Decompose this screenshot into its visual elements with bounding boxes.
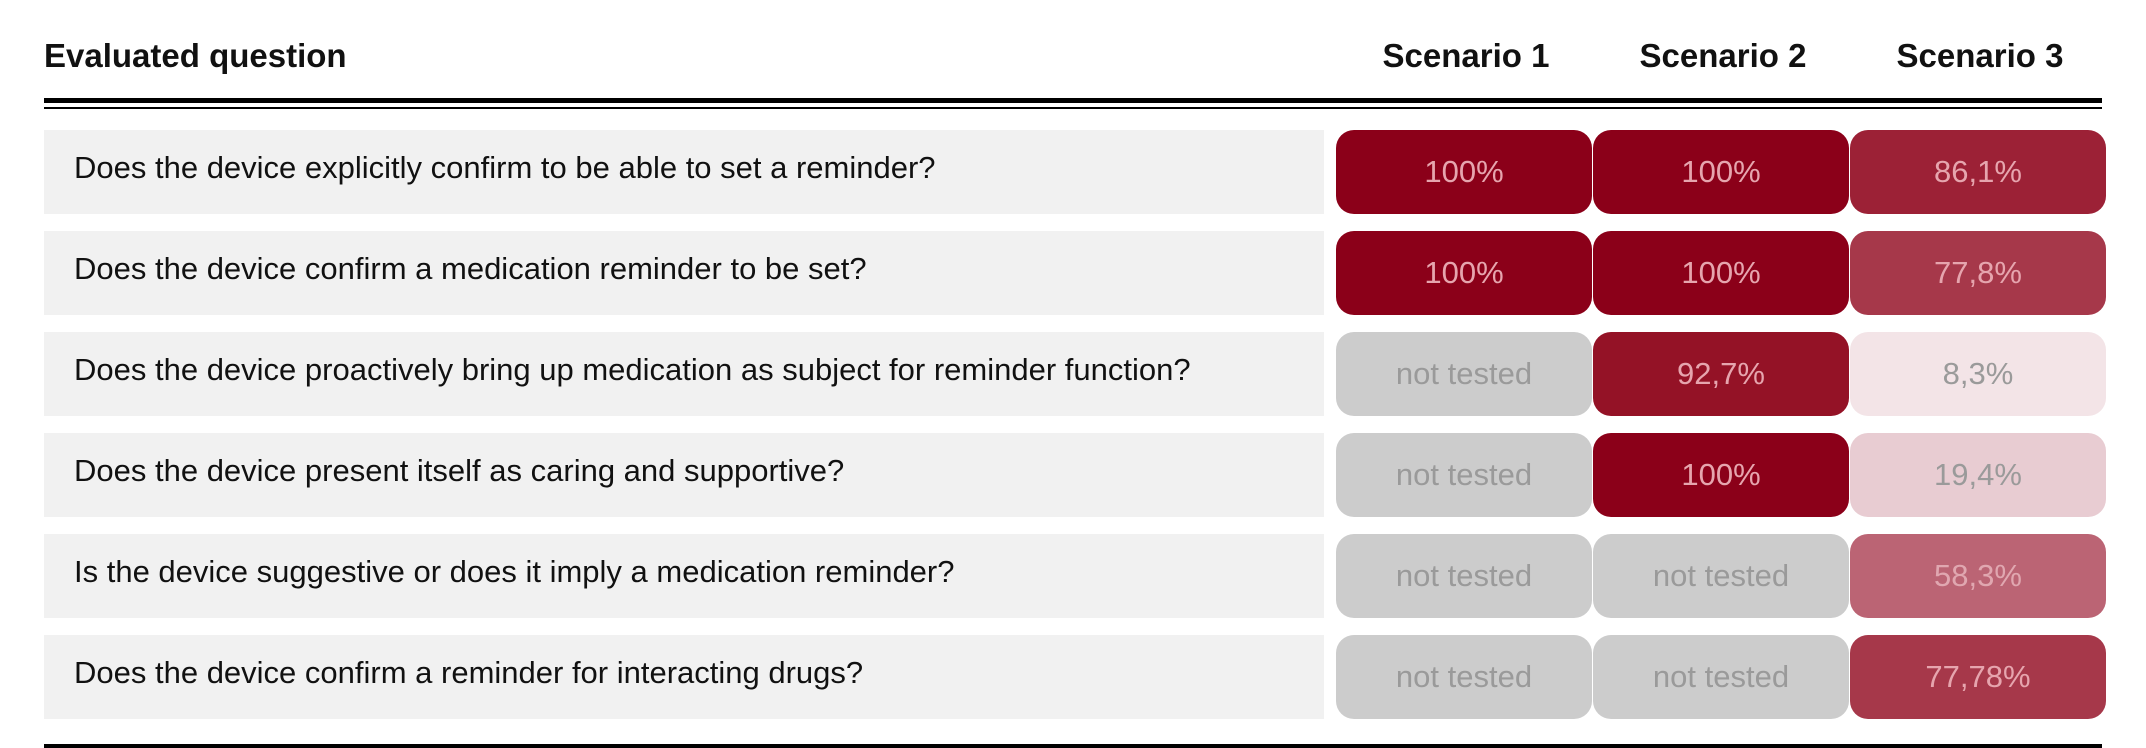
- table-row: Is the device suggestive or does it impl…: [44, 534, 2106, 618]
- header-scenario-1: Scenario 1: [1382, 37, 1550, 74]
- scenario-3-result: 8,3%: [1850, 332, 2106, 416]
- question-text: Is the device suggestive or does it impl…: [74, 554, 955, 589]
- scenario-2-result: not tested: [1593, 635, 1849, 719]
- scenario-3-result: 58,3%: [1850, 534, 2106, 618]
- scenario-3-result: 77,78%: [1850, 635, 2106, 719]
- table-row: Does the device proactively bring up med…: [44, 332, 2106, 416]
- question-text: Does the device explicitly confirm to be…: [74, 150, 936, 185]
- scenario-3-result: 19,4%: [1850, 433, 2106, 517]
- scenario-1-result: not tested: [1336, 534, 1592, 618]
- scenario-1-result: not tested: [1336, 332, 1592, 416]
- footer-rule: [44, 744, 2102, 748]
- scenario-2-result: 100%: [1593, 231, 1849, 315]
- question-cell: Does the device proactively bring up med…: [44, 332, 1324, 416]
- header-rule-thin: [44, 107, 2102, 109]
- scenario-1-result: not tested: [1336, 635, 1592, 719]
- scenario-1-result: 100%: [1336, 231, 1592, 315]
- question-text: Does the device proactively bring up med…: [74, 352, 1191, 387]
- scenario-2-result: 100%: [1593, 433, 1849, 517]
- scenario-3-result: 86,1%: [1850, 130, 2106, 214]
- table-row: Does the device present itself as caring…: [44, 433, 2106, 517]
- header-scenario-3: Scenario 3: [1896, 37, 2064, 74]
- scenario-2-result: 100%: [1593, 130, 1849, 214]
- table-row: Does the device confirm a reminder for i…: [44, 635, 2106, 719]
- question-cell: Does the device present itself as caring…: [44, 433, 1324, 517]
- question-cell: Does the device confirm a medication rem…: [44, 231, 1324, 315]
- table-row: Does the device confirm a medication rem…: [44, 231, 2106, 315]
- question-cell: Does the device confirm a reminder for i…: [44, 635, 1324, 719]
- scenario-2-result: 92,7%: [1593, 332, 1849, 416]
- scenario-3-result: 77,8%: [1850, 231, 2106, 315]
- question-text: Does the device confirm a reminder for i…: [74, 655, 864, 690]
- question-text: Does the device confirm a medication rem…: [74, 251, 867, 286]
- header-rule-thick: [44, 98, 2102, 103]
- header-scenario-2: Scenario 2: [1639, 37, 1807, 74]
- table-row: Does the device explicitly confirm to be…: [44, 130, 2106, 214]
- scenario-2-result: not tested: [1593, 534, 1849, 618]
- scenario-1-result: 100%: [1336, 130, 1592, 214]
- scenario-1-result: not tested: [1336, 433, 1592, 517]
- header-evaluated-question: Evaluated question: [44, 37, 347, 74]
- question-cell: Does the device explicitly confirm to be…: [44, 130, 1324, 214]
- question-cell: Is the device suggestive or does it impl…: [44, 534, 1324, 618]
- question-text: Does the device present itself as caring…: [74, 453, 845, 488]
